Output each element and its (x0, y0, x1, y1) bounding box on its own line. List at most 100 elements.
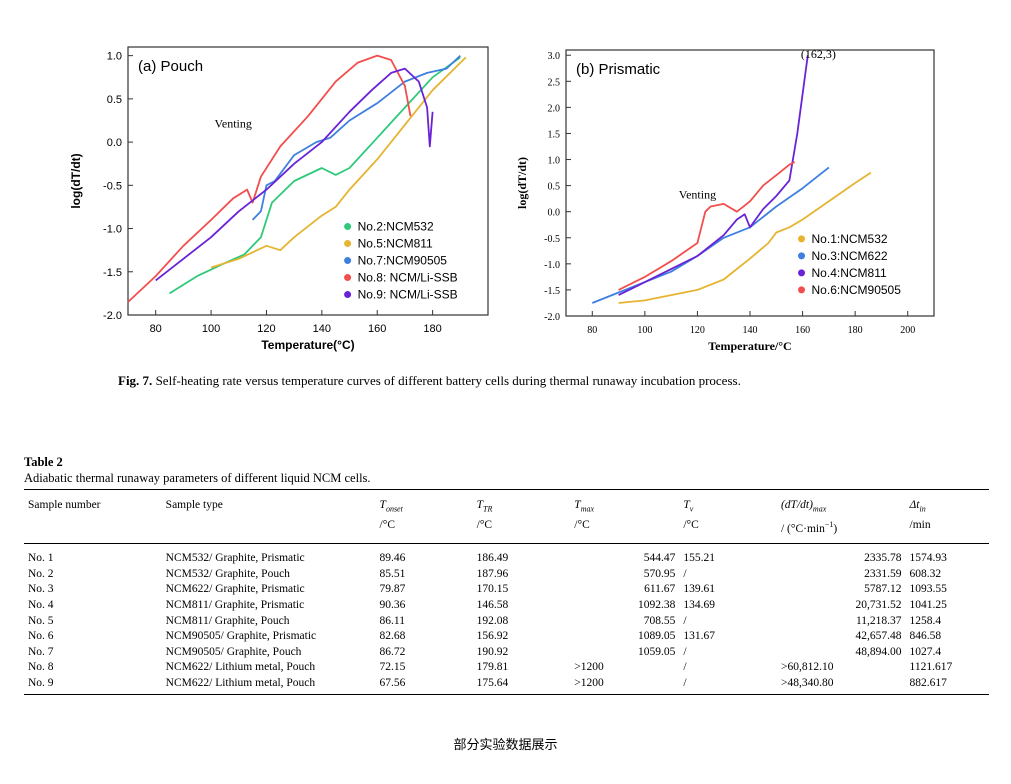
table-cell: / (683, 661, 687, 674)
x-axis-label: Temperature/°C (708, 339, 791, 353)
y-tick-label: 1.0 (548, 156, 561, 167)
annotation-label: Venting (215, 116, 252, 130)
table-row: No. 4 NCM811/ Graphite, Prismatic 90.36 146… (24, 598, 989, 614)
table-cell: No. 9 (24, 675, 162, 696)
table-header-6: (dT/dt)max / (°C·min−1) (776, 488, 906, 545)
table-header-sub: TR (483, 504, 493, 514)
table-cell: NCM811/ Graphite, Pouch (165, 614, 290, 627)
table-row: No. 3 NCM622/ Graphite, Prismatic 79.87 170… (24, 582, 989, 598)
table-cell: 5787.12 (864, 583, 902, 596)
table-cell: NCM532/ Graphite, Prismatic (165, 552, 305, 565)
x-tick-label: 100 (202, 323, 220, 335)
x-tick-label: 120 (690, 325, 705, 336)
legend-marker (344, 291, 352, 299)
table-header-unit: /°C (574, 519, 590, 532)
x-tick-label: 120 (257, 323, 275, 335)
figure-caption: Fig. 7. Self-heating rate versus tempera… (118, 373, 938, 389)
table-cell: 1574.93 (909, 552, 947, 565)
table-header-sub: max (812, 504, 827, 514)
table-cell: / (683, 614, 687, 627)
table-header-main: T (476, 499, 484, 511)
table-header-2: Tonset /°C (375, 488, 473, 545)
legend-marker (344, 240, 352, 248)
series-line (618, 161, 796, 291)
legend-label: No.8: NCM/Li-SSB (358, 271, 458, 285)
table-header-main: Δt (909, 499, 920, 511)
x-tick-label: 80 (587, 325, 597, 336)
y-tick-label: -1.5 (544, 286, 560, 297)
table-row: No. 8 NCM622/ Lithium metal, Pouch 72.15 17… (24, 660, 989, 676)
table-cell: >48,340.80 (776, 675, 906, 696)
table-header-main: T (574, 499, 581, 511)
plot-frame (127, 46, 489, 316)
y-axis-label: log(dT/dt) (69, 153, 83, 208)
legend-label: No.6:NCM90505 (812, 283, 902, 297)
table-cell: 86.11 (379, 614, 405, 627)
table-cell: 90.36 (379, 598, 406, 611)
figure-caption-label: Fig. 7. (118, 373, 153, 388)
legend-marker (798, 252, 806, 260)
table-cell: 1041.25 (909, 598, 947, 611)
table-header-unit: /°C (379, 519, 395, 532)
y-tick-label: -2.0 (103, 310, 122, 322)
table-cell: 175.64 (472, 675, 571, 696)
figure-caption-text: Self-heating rate versus temperature cur… (155, 373, 741, 388)
table-row: No. 1 NCM532/ Graphite, Prismatic 89.46 186… (24, 544, 989, 567)
annotation-label: (162,3) (801, 47, 836, 61)
x-tick-label: 160 (795, 325, 810, 336)
table-cell: / (683, 567, 687, 580)
table-cell: NCM622/ Graphite, Prismatic (165, 583, 305, 596)
table-cell: NCM90505/ Graphite, Prismatic (165, 630, 317, 643)
table-header-0: Sample number (24, 488, 162, 545)
parameters-table: Sample number Sample type Tonset/°C TTR/°C T… (24, 488, 989, 696)
y-tick-label: -1.0 (544, 260, 560, 271)
table-cell: 20,731.52 (855, 598, 902, 611)
table-cell: 72.15 (379, 661, 406, 674)
table-cell: No. 7 (28, 645, 54, 658)
legend-label: No.9: NCM/Li-SSB (358, 288, 458, 302)
y-tick-label: 0.5 (107, 94, 122, 106)
y-tick-label: -1.5 (103, 267, 122, 279)
y-tick-label: 0.0 (548, 208, 561, 219)
table-cell: 179.81 (476, 661, 509, 674)
table-header-4: Tmax /°C (570, 488, 680, 545)
legend-marker (344, 257, 352, 265)
table-row: No. 2 NCM532/ Graphite, Pouch 85.51 187.96 5… (24, 567, 989, 583)
table-cell: >1200 (570, 675, 680, 696)
x-tick-label: 140 (743, 325, 758, 336)
table-cell: 48,894.00 (855, 645, 902, 658)
table-cell: 170.15 (476, 583, 509, 596)
y-tick-label: 0.0 (107, 137, 122, 149)
table-header-unit-tail: ) (833, 523, 838, 536)
y-tick-label: 2.5 (548, 77, 561, 88)
chart-pouch-svg: 80 100 120 140 160 180 -2.0 -1.5 -1.0 -0.5 0.0 0.5 1… (69, 46, 489, 352)
series-line (251, 54, 461, 221)
table-cell: 155.21 (683, 552, 715, 565)
legend-label: No.3:NCM622 (812, 249, 888, 263)
chart-prismatic: 80 100 120 140 160 180 200 -2.0 -1.5 -1.0 -0.5 0.0 0… (510, 40, 950, 365)
table-header-row: Sample number Sample type Tonset/°C TTR/°C T… (24, 488, 989, 545)
series-line (618, 55, 809, 296)
table-cell: NCM622/ Lithium metal, Pouch (165, 661, 316, 674)
panel-title: (a) Pouch (138, 58, 203, 75)
table-cell: 139.61 (683, 583, 715, 596)
table-cell: 2335.78 (864, 552, 902, 565)
table-cell: 131.67 (683, 630, 715, 643)
table-cell: 882.617 (905, 675, 989, 696)
table-cell: NCM811/ Graphite, Prismatic (165, 598, 305, 611)
x-tick-label: 180 (423, 323, 441, 335)
table-cell: 708.55 (643, 614, 676, 627)
table-cell: 82.68 (379, 630, 406, 643)
table-cell: / (683, 645, 687, 658)
table-cell: 1027.4 (909, 645, 942, 658)
table-cell: NCM622/ Lithium metal, Pouch (161, 675, 376, 696)
table-cell: 1121.617 (909, 661, 953, 674)
table-cell: 186.49 (476, 552, 509, 565)
table-body: No. 1 NCM532/ Graphite, Prismatic 89.46 186… (24, 544, 989, 696)
x-tick-label: 180 (848, 325, 863, 336)
table-cell: 11,218.37 (855, 614, 902, 627)
table-header-unit: / (°C·min (780, 523, 825, 536)
table-cell: 1059.05 (637, 645, 676, 658)
table-title: Table 2 (24, 455, 63, 469)
table-cell: 190.92 (476, 645, 509, 658)
